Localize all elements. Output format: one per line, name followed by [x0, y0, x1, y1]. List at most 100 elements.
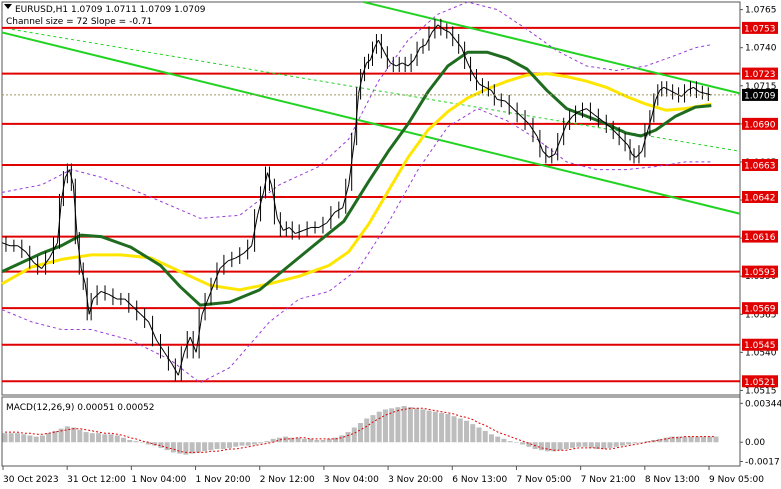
macd-histogram-bar — [245, 442, 251, 446]
price-segment — [621, 138, 629, 146]
macd-tick-label: -0.0017 — [745, 457, 780, 467]
price-segment — [560, 123, 568, 140]
price-segment — [348, 139, 356, 185]
macd-histogram-bar — [21, 434, 27, 443]
macd-histogram-bar — [46, 433, 52, 443]
price-segment — [195, 314, 203, 353]
price-segment — [473, 74, 480, 85]
macd-histogram-bar — [270, 438, 276, 443]
level-label-box — [742, 67, 778, 80]
price-segment — [542, 150, 550, 158]
price-segment — [267, 172, 272, 185]
price-segment — [586, 108, 595, 116]
price-segment — [374, 39, 379, 48]
macd-histogram-bar — [638, 442, 644, 443]
price-tick-label: 1.0515 — [745, 386, 777, 396]
price-segment — [219, 260, 229, 269]
macd-histogram-bar — [301, 438, 307, 443]
macd-histogram-bar — [89, 433, 95, 443]
macd-histogram-bar — [326, 438, 332, 443]
macd-histogram-bar — [563, 442, 569, 450]
macd-histogram-bar — [713, 436, 719, 443]
envelope-lower-line — [1, 108, 712, 384]
price-segment — [647, 116, 653, 131]
price-segment — [497, 98, 506, 102]
macd-histogram-bar — [644, 441, 650, 443]
macd-histogram-bar — [707, 436, 713, 443]
macd-histogram-bar — [14, 433, 20, 443]
price-segment — [485, 86, 492, 91]
ma-green-line — [1, 50, 712, 307]
macd-histogram-bar — [83, 432, 89, 443]
price-tick-label: 1.0740 — [745, 44, 777, 54]
macd-histogram-bar — [607, 442, 613, 448]
time-tick-label: 30 Oct 2023 — [3, 475, 59, 485]
price-segment — [641, 129, 649, 152]
macd-histogram-bar — [64, 426, 70, 443]
level-label-box — [742, 21, 778, 34]
macd-histogram-bar — [283, 436, 289, 443]
macd-histogram-bar — [470, 424, 476, 443]
macd-histogram-bar — [139, 442, 145, 443]
macd-histogram-bar — [108, 434, 114, 443]
price-tick-label: 1.0565 — [745, 310, 777, 320]
macd-histogram-bar — [314, 439, 320, 443]
price-segment — [88, 298, 94, 315]
time-tick-label: 2 Nov 12:00 — [260, 475, 315, 485]
price-segment — [407, 59, 415, 67]
price-segment — [235, 252, 244, 259]
time-tick-label: 9 Nov 05:00 — [709, 475, 764, 485]
time-axis-ticks: 30 Oct 2023 31 Oct 12:00 1 Nov 04:00 1 Nov … — [2, 466, 764, 485]
macd-histogram-bar — [276, 437, 282, 443]
macd-histogram-bar — [588, 442, 594, 448]
macd-histogram-bar — [177, 442, 183, 454]
price-segment — [33, 262, 42, 269]
macd-histogram-bar — [58, 428, 64, 443]
macd-histogram-bar — [52, 430, 58, 443]
macd-histogram-bar — [657, 438, 663, 443]
level-label: 1.0616 — [744, 233, 776, 243]
macd-histogram-bar — [401, 406, 407, 443]
macd-histogram-bar — [114, 435, 120, 443]
price-segment — [276, 218, 284, 231]
price-segment — [177, 352, 185, 376]
macd-histogram-bar — [370, 415, 376, 443]
macd-histogram-bar — [501, 438, 507, 443]
price-segment — [431, 24, 439, 33]
macd-histogram-bar — [632, 442, 638, 444]
price-segment — [207, 283, 215, 300]
price-segment — [183, 336, 191, 353]
macd-histogram-bar — [2, 433, 8, 443]
macd-histogram-bar — [520, 442, 526, 445]
macd-histogram-bar — [8, 433, 14, 443]
level-label-box — [742, 117, 778, 130]
price-segment — [25, 251, 35, 263]
level-label: 1.0753 — [744, 24, 776, 34]
price-tick-label: 1.0715 — [745, 82, 777, 92]
time-tick-label: 7 Nov 21:00 — [581, 475, 636, 485]
macd-histogram-bar — [158, 442, 164, 448]
price-segment — [566, 115, 573, 125]
price-segment — [257, 192, 265, 216]
macd-histogram-bar — [295, 437, 301, 443]
macd-histogram-bar — [264, 441, 270, 443]
level-label-box — [742, 265, 778, 278]
price-segment — [461, 47, 469, 64]
macd-histogram-bar — [526, 442, 532, 447]
symbol-dropdown-icon[interactable] — [4, 4, 12, 9]
moving-averages — [1, 50, 712, 307]
macd-histogram-bar — [121, 437, 126, 443]
price-segment — [609, 126, 617, 134]
macd-histogram-bar — [570, 442, 576, 448]
macd-histogram-bar — [682, 436, 688, 443]
macd-histogram-bar — [345, 432, 351, 443]
price-segment — [578, 108, 587, 113]
envelope-upper-line — [1, 1, 712, 219]
price-segment — [659, 86, 665, 91]
price-segment — [251, 215, 259, 246]
price-segment — [227, 257, 236, 262]
time-tick-label: 3 Nov 04:00 — [324, 475, 379, 485]
price-segment — [383, 52, 391, 64]
macd-histogram-bar — [476, 427, 482, 443]
